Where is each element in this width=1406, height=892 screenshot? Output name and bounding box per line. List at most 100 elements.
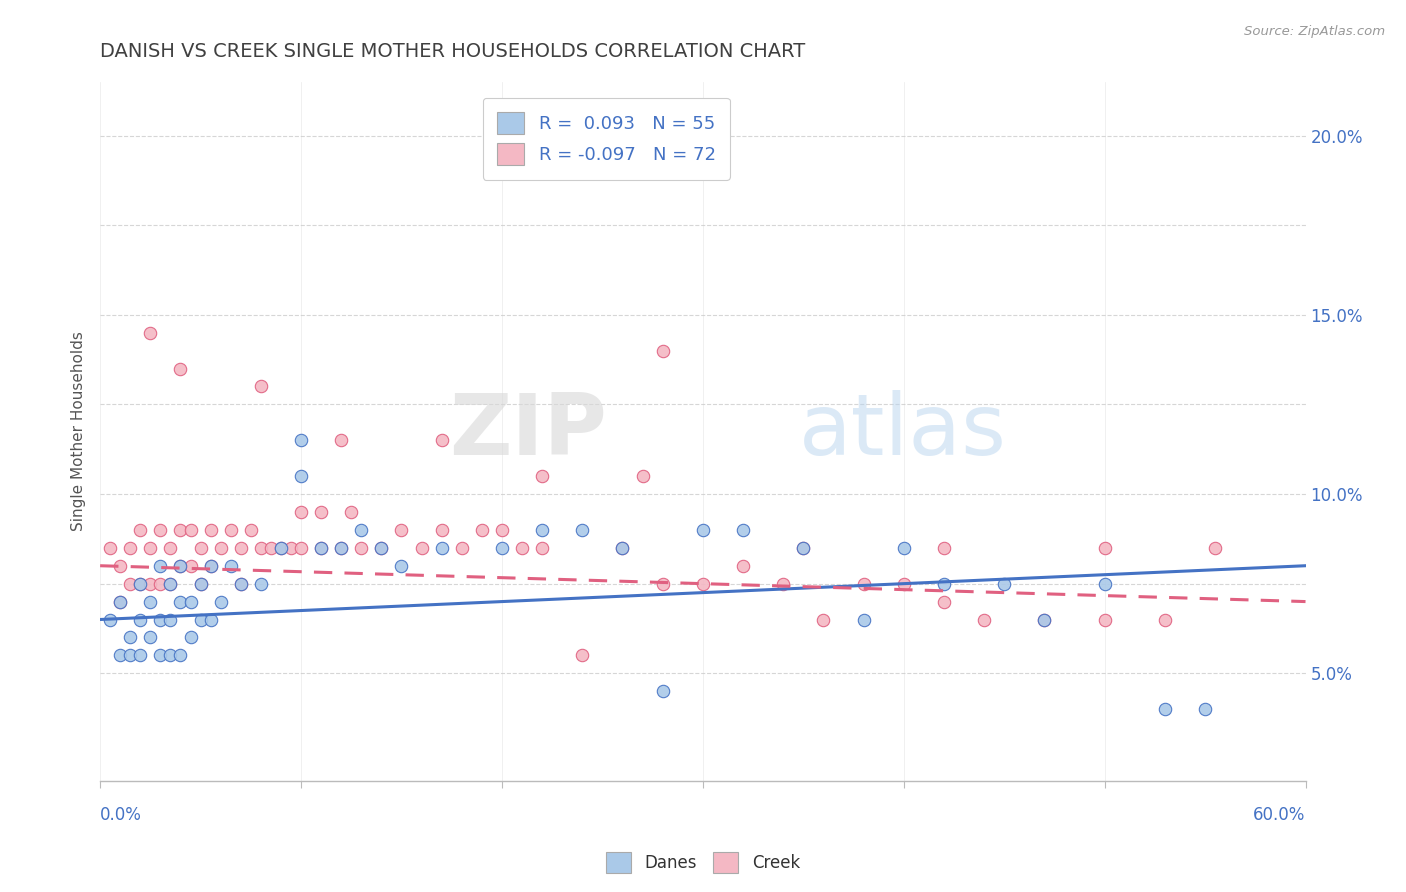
Point	[1094, 576, 1116, 591]
Point	[852, 576, 875, 591]
Point	[129, 523, 152, 537]
Point	[280, 541, 302, 555]
Point	[813, 613, 835, 627]
Point	[120, 648, 142, 663]
Point	[290, 541, 312, 555]
Point	[120, 576, 142, 591]
Point	[129, 613, 152, 627]
Point	[219, 558, 242, 573]
Point	[110, 558, 132, 573]
Point	[1033, 613, 1056, 627]
Point	[139, 631, 162, 645]
Point	[893, 541, 915, 555]
Point	[612, 541, 634, 555]
Legend: Danes, Creek: Danes, Creek	[599, 846, 807, 880]
Point	[180, 594, 202, 608]
Point	[510, 541, 533, 555]
Point	[129, 576, 152, 591]
Point	[1154, 702, 1177, 716]
Point	[200, 558, 222, 573]
Point	[129, 648, 152, 663]
Point	[180, 523, 202, 537]
Point	[229, 576, 252, 591]
Point	[229, 576, 252, 591]
Point	[330, 541, 353, 555]
Point	[250, 576, 273, 591]
Point	[270, 541, 292, 555]
Point	[290, 505, 312, 519]
Point	[159, 648, 181, 663]
Point	[1094, 541, 1116, 555]
Point	[1033, 613, 1056, 627]
Text: 60.0%: 60.0%	[1253, 805, 1306, 824]
Point	[692, 576, 714, 591]
Point	[139, 541, 162, 555]
Point	[149, 648, 172, 663]
Point	[159, 576, 181, 591]
Point	[430, 434, 453, 448]
Point	[350, 523, 373, 537]
Point	[932, 576, 955, 591]
Point	[149, 558, 172, 573]
Point	[190, 576, 212, 591]
Point	[190, 576, 212, 591]
Point	[932, 594, 955, 608]
Point	[219, 523, 242, 537]
Point	[169, 361, 191, 376]
Point	[330, 434, 353, 448]
Point	[932, 541, 955, 555]
Point	[149, 523, 172, 537]
Point	[200, 613, 222, 627]
Point	[852, 613, 875, 627]
Point	[531, 523, 554, 537]
Point	[129, 576, 152, 591]
Point	[391, 523, 413, 537]
Point	[169, 594, 191, 608]
Point	[309, 541, 332, 555]
Point	[370, 541, 392, 555]
Y-axis label: Single Mother Households: Single Mother Households	[72, 331, 86, 532]
Point	[190, 541, 212, 555]
Point	[260, 541, 283, 555]
Point	[792, 541, 814, 555]
Point	[159, 576, 181, 591]
Point	[169, 648, 191, 663]
Point	[330, 541, 353, 555]
Point	[149, 576, 172, 591]
Point	[731, 558, 754, 573]
Point	[250, 379, 273, 393]
Point	[430, 541, 453, 555]
Point	[772, 576, 794, 591]
Point	[571, 523, 593, 537]
Point	[200, 558, 222, 573]
Point	[139, 576, 162, 591]
Point	[391, 558, 413, 573]
Point	[973, 613, 995, 627]
Point	[159, 613, 181, 627]
Point	[993, 576, 1015, 591]
Point	[471, 523, 494, 537]
Legend: R =  0.093   N = 55, R = -0.097   N = 72: R = 0.093 N = 55, R = -0.097 N = 72	[482, 98, 730, 180]
Point	[180, 631, 202, 645]
Point	[612, 541, 634, 555]
Point	[631, 469, 654, 483]
Point	[229, 541, 252, 555]
Point	[1194, 702, 1216, 716]
Point	[169, 558, 191, 573]
Point	[651, 684, 673, 698]
Point	[139, 326, 162, 340]
Point	[110, 594, 132, 608]
Point	[651, 576, 673, 591]
Point	[1094, 613, 1116, 627]
Point	[1204, 541, 1226, 555]
Point	[792, 541, 814, 555]
Point	[110, 594, 132, 608]
Point	[370, 541, 392, 555]
Point	[1154, 613, 1177, 627]
Point	[209, 594, 232, 608]
Point	[340, 505, 363, 519]
Point	[491, 541, 513, 555]
Point	[631, 146, 654, 161]
Text: 0.0%: 0.0%	[100, 805, 142, 824]
Point	[98, 613, 121, 627]
